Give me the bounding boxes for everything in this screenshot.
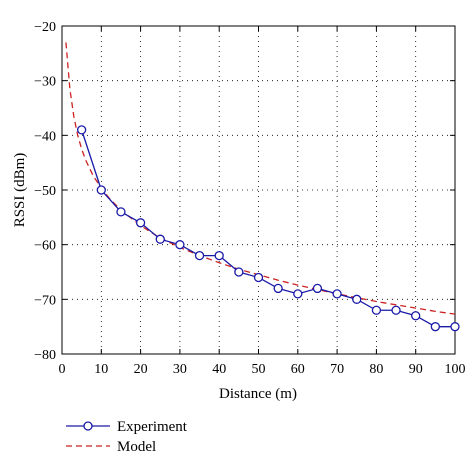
x-axis-label: Distance (m): [219, 386, 297, 402]
data-point-experiment: [391, 305, 401, 315]
y-axis-label: RSSI (dBm): [12, 153, 28, 228]
x-tick-label: 90: [409, 362, 423, 377]
data-point-experiment: [194, 250, 205, 261]
y-tick-label: −60: [34, 239, 56, 254]
data-point-experiment: [116, 207, 126, 217]
grid: [62, 26, 455, 354]
data-point-experiment: [175, 240, 185, 250]
x-tick-label: 10: [94, 362, 108, 377]
data-point-experiment: [450, 322, 460, 332]
x-tick-label: 40: [212, 362, 226, 377]
data-point-experiment: [77, 125, 87, 135]
data-point-experiment: [371, 305, 382, 315]
y-tick-label: −70: [34, 293, 56, 308]
x-tick-label: 20: [134, 362, 148, 377]
series-line-experiment: [81, 129, 455, 328]
y-tick-label: −50: [34, 184, 56, 199]
y-tick-label: −40: [34, 129, 56, 144]
axis-ticks: 0 10 20 30 40 50 60 70 80 90 100 −80 −70 −60 −50 −40 −30…: [34, 20, 465, 377]
y-tick-label: −80: [34, 348, 56, 363]
data-point-experiment: [214, 250, 224, 261]
x-tick-label: 60: [291, 362, 305, 377]
series-layer: [65, 42, 460, 332]
data-point-experiment: [312, 283, 323, 294]
legend-label-experiment: Experiment: [117, 419, 188, 435]
data-point-experiment: [96, 185, 106, 195]
data-point-experiment: [352, 294, 362, 304]
data-point-experiment: [253, 272, 264, 283]
data-point-experiment: [135, 218, 146, 228]
x-tick-label: 80: [369, 362, 383, 377]
data-point-experiment: [155, 234, 165, 244]
data-point-experiment: [293, 289, 303, 299]
legend-marker-experiment: [83, 421, 93, 431]
data-point-experiment: [234, 267, 244, 277]
x-tick-label: 0: [59, 362, 66, 377]
legend-label-model: Model: [117, 439, 156, 455]
x-tick-label: 70: [330, 362, 344, 377]
data-point-experiment: [430, 322, 441, 332]
data-point-experiment: [273, 283, 283, 294]
y-tick-label: −30: [34, 75, 56, 90]
data-point-experiment: [411, 311, 421, 321]
x-tick-label: 50: [252, 362, 266, 377]
y-tick-label: −20: [34, 20, 56, 35]
data-point-experiment: [332, 289, 342, 299]
x-tick-label: 100: [445, 362, 466, 377]
x-tick-label: 30: [173, 362, 187, 377]
legend: Experiment Model: [66, 419, 188, 455]
